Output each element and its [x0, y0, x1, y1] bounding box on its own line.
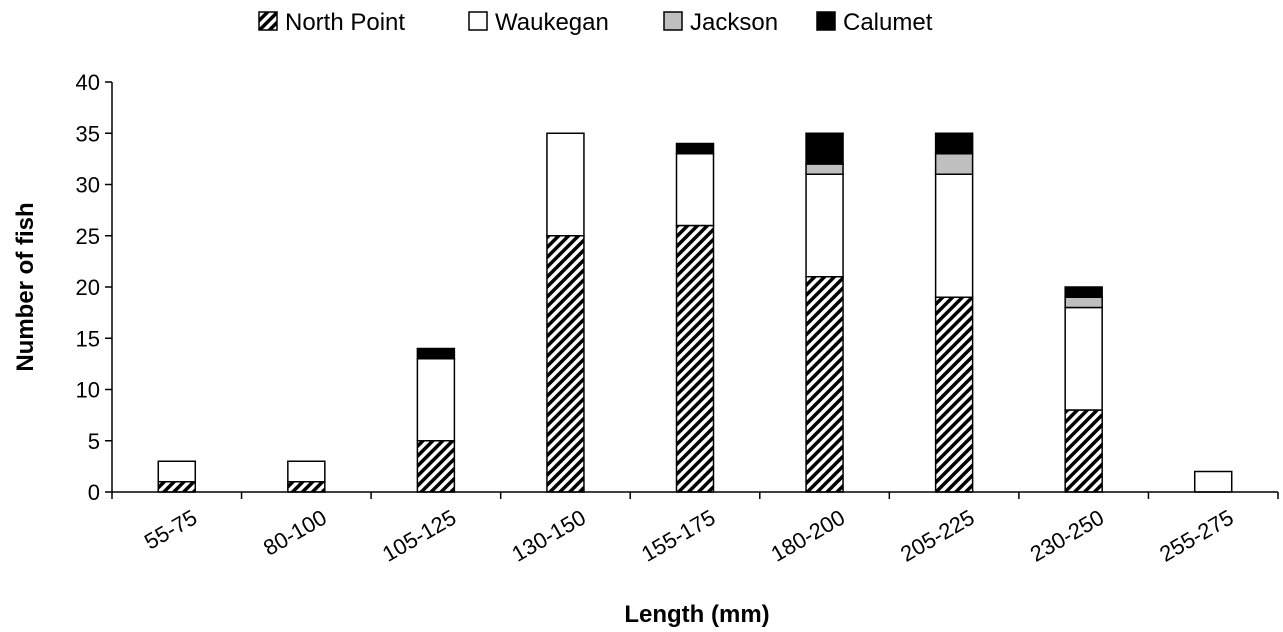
x-tick-label: 155-175: [637, 505, 719, 567]
bar-north-point-180-200: [805, 276, 844, 493]
bar-waukegan-105-125: [416, 358, 456, 442]
legend-swatch-waukegan: [468, 11, 488, 31]
y-axis-title: Number of fish: [12, 202, 39, 371]
bar-north-point-80-100: [287, 481, 326, 493]
bar-waukegan-155-175: [675, 153, 715, 227]
bar-calumet-155-175: [675, 142, 715, 155]
y-axis-ticks: 0 5 10 15 20 25 30 35 40: [76, 70, 112, 505]
x-tick-label: 130-150: [508, 505, 590, 567]
bar-waukegan-255-275: [1193, 470, 1233, 493]
legend-label-north-point: North Point: [285, 9, 405, 36]
y-tick-label: 15: [76, 326, 100, 351]
x-tick-label: 80-100: [259, 505, 331, 561]
bar-north-point-105-125: [416, 440, 456, 493]
bar-waukegan-130-150: [546, 132, 585, 237]
bar-waukegan-80-100: [287, 460, 326, 483]
x-tick-label: 55-75: [140, 505, 201, 555]
bar-north-point-130-150: [546, 235, 585, 493]
y-tick-label: 0: [88, 480, 100, 505]
y-tick-label: 5: [88, 429, 100, 454]
x-tick-label: 230-250: [1026, 505, 1108, 567]
bar-jackson-230-250: [1064, 296, 1103, 309]
bars: [157, 132, 1233, 493]
y-tick-label: 35: [76, 121, 100, 146]
bar-jackson-205-225: [934, 153, 974, 175]
x-axis-title: Length (mm): [624, 601, 769, 628]
y-tick-label: 30: [76, 173, 100, 198]
bar-calumet-205-225: [934, 132, 974, 155]
bar-north-point-55-75: [157, 481, 197, 493]
x-tick-label: 105-125: [378, 505, 460, 567]
y-tick-label: 25: [76, 224, 100, 249]
legend-label-jackson: Jackson: [690, 9, 778, 36]
x-tick-label: 205-225: [896, 505, 978, 567]
bar-waukegan-205-225: [934, 173, 974, 298]
legend-swatch-calumet: [816, 11, 836, 31]
bar-north-point-155-175: [675, 224, 715, 493]
bar-north-point-205-225: [934, 296, 974, 493]
legend-swatch-north-point: [258, 11, 278, 31]
x-tick-label: 255-275: [1155, 505, 1237, 567]
x-tick-label: 180-200: [767, 505, 849, 567]
x-axis-ticks: 55-75 80-100 105-125 130-150 155-175 180-200 2…: [111, 492, 1279, 567]
y-tick-label: 20: [76, 275, 100, 300]
bar-waukegan-180-200: [805, 173, 844, 278]
axes: [111, 82, 1278, 493]
bar-north-point-230-250: [1064, 409, 1103, 493]
bar-jackson-180-200: [805, 163, 844, 175]
legend: North Point Waukegan Jackson Calumet: [258, 9, 933, 36]
bar-calumet-230-250: [1064, 286, 1103, 298]
y-tick-label: 10: [76, 378, 100, 403]
bar-calumet-105-125: [416, 347, 456, 360]
bar-waukegan-55-75: [157, 460, 197, 483]
legend-label-waukegan: Waukegan: [495, 9, 609, 36]
legend-swatch-jackson: [663, 11, 683, 31]
legend-label-calumet: Calumet: [843, 9, 933, 36]
bar-waukegan-230-250: [1064, 306, 1103, 411]
y-tick-label: 40: [76, 70, 100, 95]
bar-calumet-180-200: [805, 132, 844, 165]
